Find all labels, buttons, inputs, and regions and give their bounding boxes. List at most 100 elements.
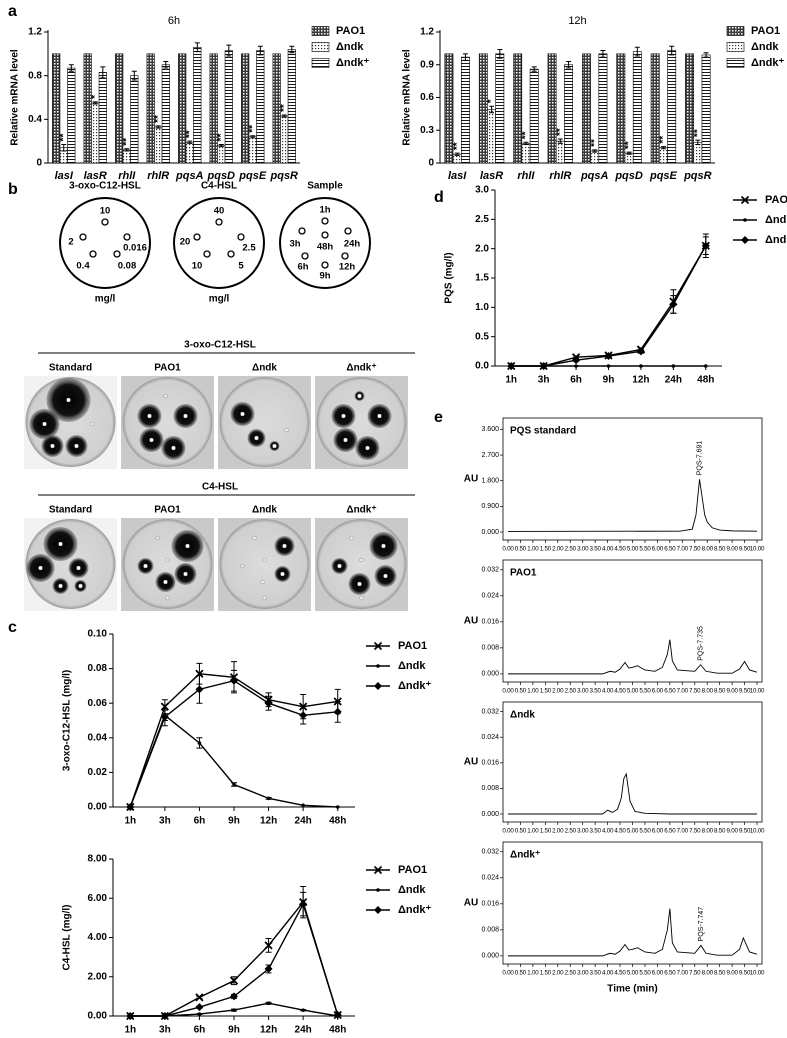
x-tick-label: 6.00 (652, 688, 664, 695)
x-tick-label: 3h (159, 1025, 171, 1036)
y-tick-label: 1.2 (420, 27, 434, 38)
bar (154, 126, 163, 164)
bar (547, 53, 557, 164)
well (321, 231, 329, 239)
plot-frame (502, 559, 763, 683)
y-tick-label: 0.024 (481, 734, 499, 741)
y-tick-label: 0.008 (481, 645, 499, 652)
bar (98, 72, 107, 164)
bar (632, 51, 642, 164)
marker (606, 364, 611, 368)
y-axis-label: AU (464, 474, 478, 485)
x-tick-label: pqsE (649, 170, 678, 182)
panel-label: b (8, 181, 18, 198)
y-tick-label: 0.008 (481, 785, 499, 792)
x-tick-label: 7.50 (689, 828, 701, 835)
marker (195, 1003, 204, 1012)
chart-title: Δndk (510, 710, 535, 721)
significance: ** (658, 136, 669, 144)
chromatogram-trace (507, 908, 758, 957)
x-tick-label: 6h (194, 1025, 206, 1036)
y-tick-label: 1.5 (475, 273, 489, 284)
column-title: Standard (49, 363, 92, 374)
legend-marker (373, 865, 383, 875)
bar (667, 50, 677, 164)
well (215, 218, 223, 226)
significance: ** (555, 128, 566, 136)
y-tick-label: 0.032 (481, 849, 499, 856)
x-tick-label: 0.00 (502, 970, 514, 977)
series-line (511, 245, 707, 367)
marker (160, 713, 169, 722)
significance: * (486, 99, 497, 103)
x-tick-label: lasR (84, 170, 107, 182)
well-label: 20 (180, 237, 191, 248)
well-label: 10 (192, 261, 203, 272)
y-tick-label: 0.000 (481, 671, 499, 678)
x-tick-label: 6h (570, 375, 582, 386)
bar (598, 53, 608, 164)
y-tick-label: 0.10 (88, 629, 108, 640)
x-tick-label: 4.00 (602, 970, 614, 977)
well (321, 261, 329, 269)
x-tick-label: 0.50 (515, 828, 527, 835)
x-tick-label: 48h (697, 375, 714, 386)
marker (264, 699, 273, 708)
bar (224, 50, 233, 164)
error-bar (489, 105, 495, 114)
well-dot (272, 443, 277, 449)
significance: ** (121, 138, 132, 146)
well-dot (341, 413, 346, 419)
y-tick-label: 0.008 (481, 927, 499, 934)
x-tick-label: 1.00 (527, 828, 539, 835)
bar (115, 53, 124, 164)
well-dot (359, 595, 364, 601)
unit-label: mg/l (95, 294, 116, 305)
marker (671, 364, 676, 368)
error-bar (289, 45, 295, 54)
significance: ** (692, 129, 703, 137)
x-tick-label: 0.00 (502, 688, 514, 695)
well-dot (365, 445, 370, 451)
error-bar (131, 70, 137, 81)
well-dot (359, 557, 364, 563)
bar (564, 64, 573, 164)
error-bar (634, 46, 640, 57)
well-label: 3h (289, 239, 300, 250)
well (89, 250, 97, 258)
x-tick-label: 5.00 (627, 546, 639, 553)
error-bar (497, 48, 503, 59)
y-axis-label: Relative mRNA level (10, 49, 21, 146)
bar (650, 53, 660, 164)
error-bar (68, 64, 74, 72)
marker (299, 900, 308, 909)
y-tick-label: 0.6 (420, 92, 434, 103)
y-tick-label: 6.00 (88, 893, 108, 904)
chart-title: 6h (168, 15, 180, 27)
y-tick-label: 2.00 (88, 971, 108, 982)
significance: ** (521, 131, 532, 139)
y-tick-label: 1.0 (475, 302, 489, 313)
y-tick-label: 0.00 (88, 802, 108, 813)
well (227, 250, 235, 258)
bar (693, 141, 703, 164)
x-tick-label: 3.50 (590, 546, 602, 553)
x-tick-label: 4.00 (602, 546, 614, 553)
bar (521, 143, 531, 164)
x-axis-label: Time (min) (607, 984, 657, 995)
marker (539, 362, 548, 370)
x-tick-label: 9.00 (726, 546, 738, 553)
x-tick-label: 5.50 (639, 546, 651, 553)
well-dot (240, 563, 245, 569)
well-label: 0.4 (76, 261, 90, 272)
x-tick-label: 8.50 (714, 970, 726, 977)
legend-label: Δndk⁺ (336, 57, 369, 69)
x-tick-label: 1h (124, 816, 136, 827)
x-tick-label: 48h (329, 816, 346, 827)
x-tick-label: 5.00 (627, 828, 639, 835)
chart-title: 12h (568, 15, 586, 27)
bar (217, 145, 226, 164)
y-tick-label: 1.2 (28, 27, 42, 38)
legend-label: Δndk (336, 41, 364, 53)
diagram-title: 3-oxo-C12-HSL (69, 181, 141, 192)
